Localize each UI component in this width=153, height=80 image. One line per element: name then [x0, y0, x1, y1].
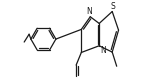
Text: S: S	[110, 2, 115, 11]
Text: N: N	[100, 46, 106, 55]
Text: N: N	[87, 7, 92, 16]
